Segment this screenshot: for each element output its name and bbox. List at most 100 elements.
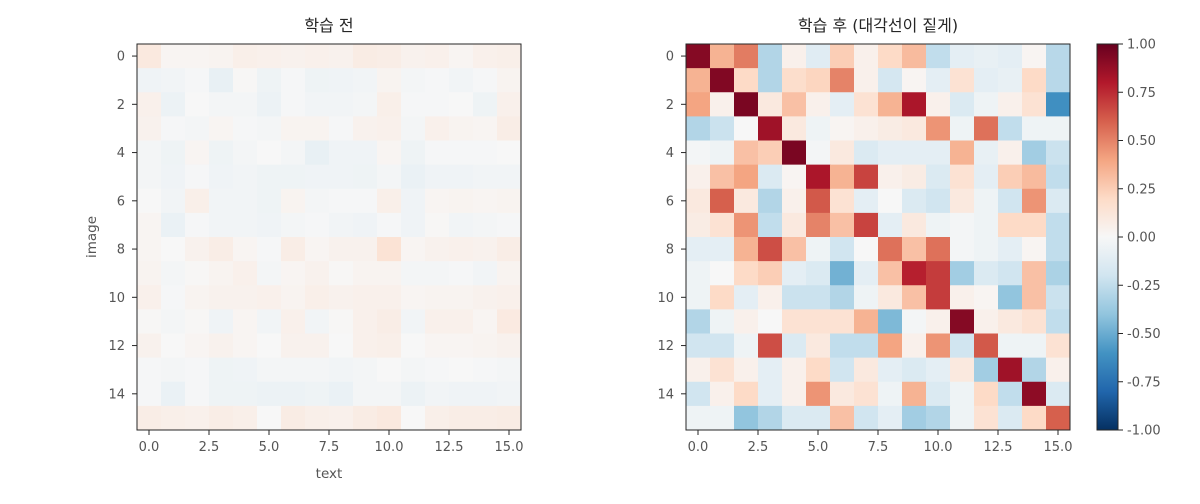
heatmap-cell	[998, 237, 1023, 262]
heatmap-cell	[806, 212, 831, 238]
heatmap-cell	[926, 357, 951, 383]
heatmap-cell	[401, 212, 426, 238]
heatmap-cell	[473, 68, 498, 93]
heatmap-cell	[854, 357, 879, 383]
heatmap-cell	[1046, 188, 1071, 214]
heatmap-cell	[401, 405, 426, 431]
heatmap-cell	[686, 261, 711, 286]
heatmap-cell	[185, 140, 210, 166]
heatmap-cell	[449, 357, 474, 383]
heatmap-cell	[1022, 237, 1047, 262]
heatmap-cell	[878, 357, 903, 383]
heatmap-cell	[425, 309, 450, 335]
heatmap-cell	[902, 333, 927, 359]
heatmap-cell	[806, 381, 831, 407]
heatmap-cell	[758, 44, 783, 69]
heatmap-cell	[425, 140, 450, 166]
x-tick-label: 10.0	[375, 440, 404, 455]
heatmap-cell	[1022, 92, 1047, 117]
heatmap-cell	[902, 357, 927, 383]
heatmap-cell	[161, 261, 186, 286]
heatmap-cell	[137, 92, 162, 117]
heatmap-cell	[305, 44, 330, 69]
heatmap-cell	[782, 333, 807, 359]
colorbar-tick-label: 0.75	[1127, 86, 1156, 101]
heatmap-cell	[449, 188, 474, 214]
heatmap-cell	[401, 164, 426, 190]
heatmap-cell	[1046, 164, 1071, 190]
heatmap-cell	[1022, 44, 1047, 69]
heatmap-cell	[401, 116, 426, 142]
heatmap-cell	[209, 405, 234, 431]
heatmap-cell	[1046, 68, 1071, 93]
heatmap-cell	[758, 261, 783, 286]
heatmap-cells-before	[137, 44, 522, 431]
heatmap-cell	[257, 140, 282, 166]
heatmap-cell	[281, 44, 306, 69]
heatmap-cell	[161, 116, 186, 142]
heatmap-cell	[974, 188, 999, 214]
heatmap-cell	[758, 92, 783, 117]
heatmap-cell	[710, 164, 735, 190]
heatmap-cell	[329, 405, 354, 431]
heatmap-cell	[401, 309, 426, 335]
heatmap-cell	[329, 44, 354, 69]
heatmap-cell	[926, 381, 951, 407]
heatmap-cell	[161, 357, 186, 383]
heatmap-cell	[209, 140, 234, 166]
heatmap-cell	[281, 357, 306, 383]
heatmap-cell	[950, 237, 975, 262]
heatmap-cell	[950, 188, 975, 214]
heatmap-cell	[734, 188, 759, 214]
heatmap-cell	[902, 68, 927, 93]
heatmap-cell	[233, 357, 258, 383]
x-tick-label: 12.5	[984, 440, 1013, 455]
heatmap-cell	[782, 405, 807, 431]
heatmap-cell	[974, 309, 999, 335]
heatmap-cell	[329, 261, 354, 286]
heatmap-cell	[185, 405, 210, 431]
heatmap-cell	[137, 309, 162, 335]
heatmap-cell	[734, 261, 759, 286]
heatmap-cell	[281, 285, 306, 310]
y-tick-label: 0	[117, 50, 125, 65]
heatmap-cell	[209, 212, 234, 238]
heatmap-cell	[449, 140, 474, 166]
heatmap-cell	[449, 333, 474, 359]
heatmap-cell	[758, 333, 783, 359]
heatmap-cell	[185, 44, 210, 69]
heatmap-cell	[233, 261, 258, 286]
y-tick-label: 10	[108, 291, 125, 306]
heatmap-cell	[497, 261, 522, 286]
heatmap-cell	[782, 188, 807, 214]
heatmap-cell	[377, 261, 402, 286]
heatmap-cell	[425, 44, 450, 69]
y-tick-label: 4	[666, 146, 674, 161]
heatmap-cell	[377, 405, 402, 431]
colorbar-tick-label: 0.50	[1127, 134, 1156, 149]
heatmap-cell	[1022, 140, 1047, 166]
heatmap-cell	[281, 164, 306, 190]
heatmap-cell	[830, 44, 855, 69]
heatmap-cell	[329, 309, 354, 335]
heatmap-cell	[734, 405, 759, 431]
heatmap-cell	[209, 333, 234, 359]
heatmap-cell	[878, 309, 903, 335]
y-ticks-before: 0 2 4 6 8 10 12 14	[108, 50, 137, 402]
heatmap-cell	[233, 116, 258, 142]
heatmap-cell	[473, 44, 498, 69]
heatmap-cell	[950, 309, 975, 335]
heatmap-cell	[830, 116, 855, 142]
heatmap-cell	[497, 212, 522, 238]
heatmap-cell	[305, 309, 330, 335]
heatmap-cell	[806, 357, 831, 383]
heatmap-cell	[830, 140, 855, 166]
heatmap-cell	[878, 381, 903, 407]
x-tick-label: 5.0	[808, 440, 829, 455]
heatmap-cell	[1046, 261, 1071, 286]
heatmap-cell	[710, 188, 735, 214]
heatmap-cell	[329, 285, 354, 310]
heatmap-cell	[449, 381, 474, 407]
heatmap-cell	[782, 212, 807, 238]
